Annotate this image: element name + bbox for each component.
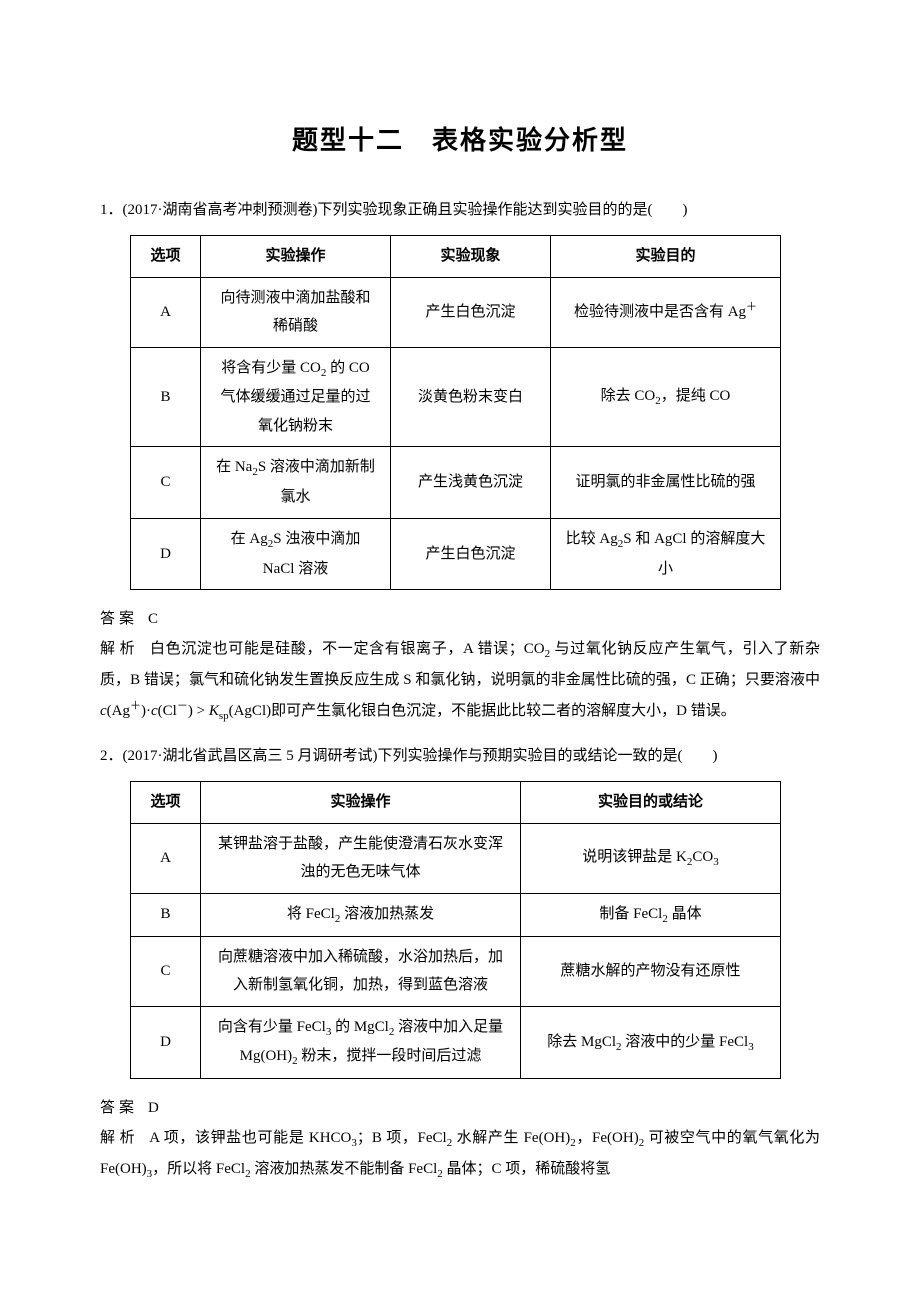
expl-label: 解析 <box>100 1130 139 1146</box>
q2-r0-opt: A <box>131 823 201 893</box>
q2-explanation: 解析A 项，该钾盐也可能是 KHCO3；B 项，FeCl2 水解产生 Fe(OH… <box>100 1123 820 1185</box>
table-row: A 向待测液中滴加盐酸和稀硝酸 产生白色沉淀 检验待测液中是否含有 Ag＋ <box>131 277 781 347</box>
q2-r1-goal: 制备 FeCl2 晶体 <box>521 893 781 936</box>
q1-r0-phen: 产生白色沉淀 <box>391 277 551 347</box>
q1-r2-op: 在 Na2S 溶液中滴加新制氯水 <box>201 447 391 518</box>
q1-r1-op: 将含有少量 CO2 的 CO 气体缓缓通过足量的过氧化钠粉末 <box>201 347 391 447</box>
body: 1．(2017·湖南省高考冲刺预测卷)下列实验现象正确且实验操作能达到实验目的的… <box>100 195 820 1185</box>
table-row: C 向蔗糖溶液中加入稀硫酸，水浴加热后，加入新制氢氧化铜，加热，得到蓝色溶液 蔗… <box>131 936 781 1006</box>
q1-table: 选项 实验操作 实验现象 实验目的 A 向待测液中滴加盐酸和稀硝酸 产生白色沉淀… <box>130 235 781 590</box>
q1-r0-goal: 检验待测液中是否含有 Ag＋ <box>551 277 781 347</box>
q1-r3-goal: 比较 Ag2S 和 AgCl 的溶解度大小 <box>551 518 781 589</box>
table-header-row: 选项 实验操作 实验现象 实验目的 <box>131 236 781 278</box>
table-row: D 在 Ag2S 浊液中滴加 NaCl 溶液 产生白色沉淀 比较 Ag2S 和 … <box>131 518 781 589</box>
q2-r0-op: 某钾盐溶于盐酸，产生能使澄清石灰水变浑浊的无色无味气体 <box>201 823 521 893</box>
table-row: A 某钾盐溶于盐酸，产生能使澄清石灰水变浑浊的无色无味气体 说明该钾盐是 K2C… <box>131 823 781 893</box>
answer-label: 答案 <box>100 1100 138 1116</box>
q1-stem: 1．(2017·湖南省高考冲刺预测卷)下列实验现象正确且实验操作能达到实验目的的… <box>100 195 820 225</box>
q2-r3-goal: 除去 MgCl2 溶液中的少量 FeCl3 <box>521 1006 781 1079</box>
q1-r3-phen: 产生白色沉淀 <box>391 518 551 589</box>
q1-answer: 答案 C <box>100 604 820 634</box>
q2-r2-goal: 蔗糖水解的产物没有还原性 <box>521 936 781 1006</box>
q1-r1-opt: B <box>131 347 201 447</box>
expl-label: 解析 <box>100 641 139 657</box>
q2-r2-opt: C <box>131 936 201 1006</box>
q1-th-op: 实验操作 <box>201 236 391 278</box>
q1-th-phen: 实验现象 <box>391 236 551 278</box>
q2-expl-text: A 项，该钾盐也可能是 KHCO3；B 项，FeCl2 水解产生 Fe(OH)2… <box>100 1130 820 1177</box>
q1-th-opt: 选项 <box>131 236 201 278</box>
q2-r3-opt: D <box>131 1006 201 1079</box>
q1-r2-opt: C <box>131 447 201 518</box>
q2-th-opt: 选项 <box>131 782 201 824</box>
table-row: D 向含有少量 FeCl3 的 MgCl2 溶液中加入足量 Mg(OH)2 粉末… <box>131 1006 781 1079</box>
q1-r3-op: 在 Ag2S 浊液中滴加 NaCl 溶液 <box>201 518 391 589</box>
q1-r1-goal: 除去 CO2，提纯 CO <box>551 347 781 447</box>
q1-expl-text: 白色沉淀也可能是硅酸，不一定含有银离子，A 错误；CO2 与过氧化钠反应产生氧气… <box>100 641 820 719</box>
q2-r1-op: 将 FeCl2 溶液加热蒸发 <box>201 893 521 936</box>
q1-r2-phen: 产生浅黄色沉淀 <box>391 447 551 518</box>
q2-answer: 答案 D <box>100 1093 820 1123</box>
q2-th-op: 实验操作 <box>201 782 521 824</box>
q2-r2-op: 向蔗糖溶液中加入稀硫酸，水浴加热后，加入新制氢氧化铜，加热，得到蓝色溶液 <box>201 936 521 1006</box>
q1-r0-op: 向待测液中滴加盐酸和稀硝酸 <box>201 277 391 347</box>
page: 题型十二 表格实验分析型 1．(2017·湖南省高考冲刺预测卷)下列实验现象正确… <box>0 0 920 1302</box>
q1-th-goal: 实验目的 <box>551 236 781 278</box>
q2-th-goal: 实验目的或结论 <box>521 782 781 824</box>
table-row: B 将含有少量 CO2 的 CO 气体缓缓通过足量的过氧化钠粉末 淡黄色粉末变白… <box>131 347 781 447</box>
table-header-row: 选项 实验操作 实验目的或结论 <box>131 782 781 824</box>
q1-answer-value: C <box>148 611 158 627</box>
q1-r0-opt: A <box>131 277 201 347</box>
q2-stem: 2．(2017·湖北省武昌区高三 5 月调研考试)下列实验操作与预期实验目的或结… <box>100 741 820 771</box>
q2-table: 选项 实验操作 实验目的或结论 A 某钾盐溶于盐酸，产生能使澄清石灰水变浑浊的无… <box>130 781 781 1079</box>
q2-answer-value: D <box>148 1100 159 1116</box>
q1-explanation: 解析白色沉淀也可能是硅酸，不一定含有银离子，A 错误；CO2 与过氧化钠反应产生… <box>100 634 820 727</box>
page-title: 题型十二 表格实验分析型 <box>100 120 820 157</box>
q2-r0-goal: 说明该钾盐是 K2CO3 <box>521 823 781 893</box>
q2-r3-op: 向含有少量 FeCl3 的 MgCl2 溶液中加入足量 Mg(OH)2 粉末，搅… <box>201 1006 521 1079</box>
table-row: C 在 Na2S 溶液中滴加新制氯水 产生浅黄色沉淀 证明氯的非金属性比硫的强 <box>131 447 781 518</box>
answer-label: 答案 <box>100 611 138 627</box>
q1-r2-goal: 证明氯的非金属性比硫的强 <box>551 447 781 518</box>
q1-r3-opt: D <box>131 518 201 589</box>
q1-r1-phen: 淡黄色粉末变白 <box>391 347 551 447</box>
q2-r1-opt: B <box>131 893 201 936</box>
table-row: B 将 FeCl2 溶液加热蒸发 制备 FeCl2 晶体 <box>131 893 781 936</box>
